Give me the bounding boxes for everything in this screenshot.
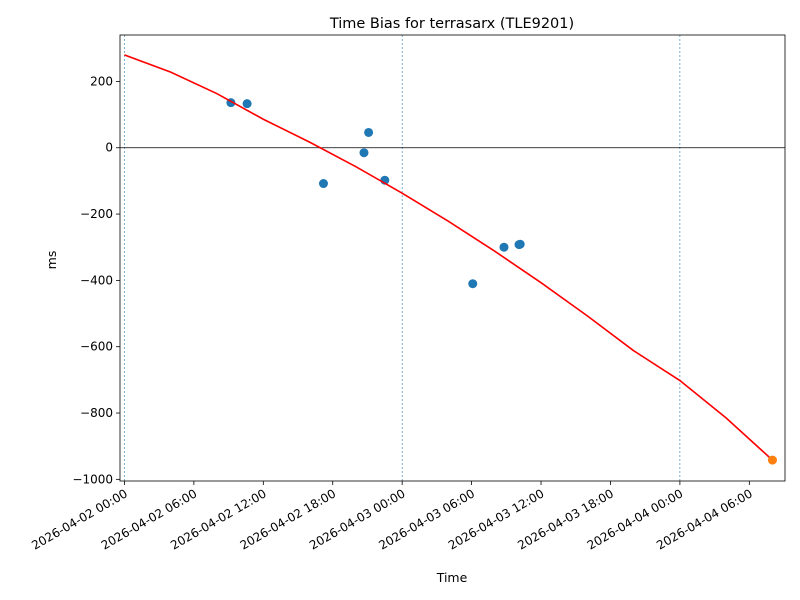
- data-point: [468, 279, 478, 289]
- data-point: [359, 148, 369, 158]
- fit-curve-line: [124, 54, 773, 461]
- data-point: [767, 455, 777, 465]
- y-tick-label: −800: [80, 406, 113, 420]
- y-tick-label: 0: [105, 141, 113, 155]
- y-tick-label: 200: [90, 74, 113, 88]
- vertical-reference-lines: [124, 35, 681, 481]
- x-axis-label: Time: [436, 570, 468, 585]
- y-axis-label: ms: [44, 251, 59, 270]
- y-tick-label: −1000: [72, 472, 113, 486]
- y-tick-label: −600: [80, 340, 113, 354]
- data-point: [318, 179, 328, 189]
- data-point: [499, 242, 509, 252]
- data-point: [364, 127, 374, 137]
- y-tick-label: −200: [80, 207, 113, 221]
- data-point: [242, 99, 252, 109]
- chart-title: Time Bias for terrasarx (TLE9201): [329, 16, 574, 32]
- plot-area-frame: [119, 34, 786, 482]
- y-tick-label: −400: [80, 273, 113, 287]
- data-point: [515, 239, 525, 249]
- y-axis-ticks: 200 0 −200 −400 −600 −800 −1000: [72, 74, 120, 486]
- data-series: [124, 54, 777, 465]
